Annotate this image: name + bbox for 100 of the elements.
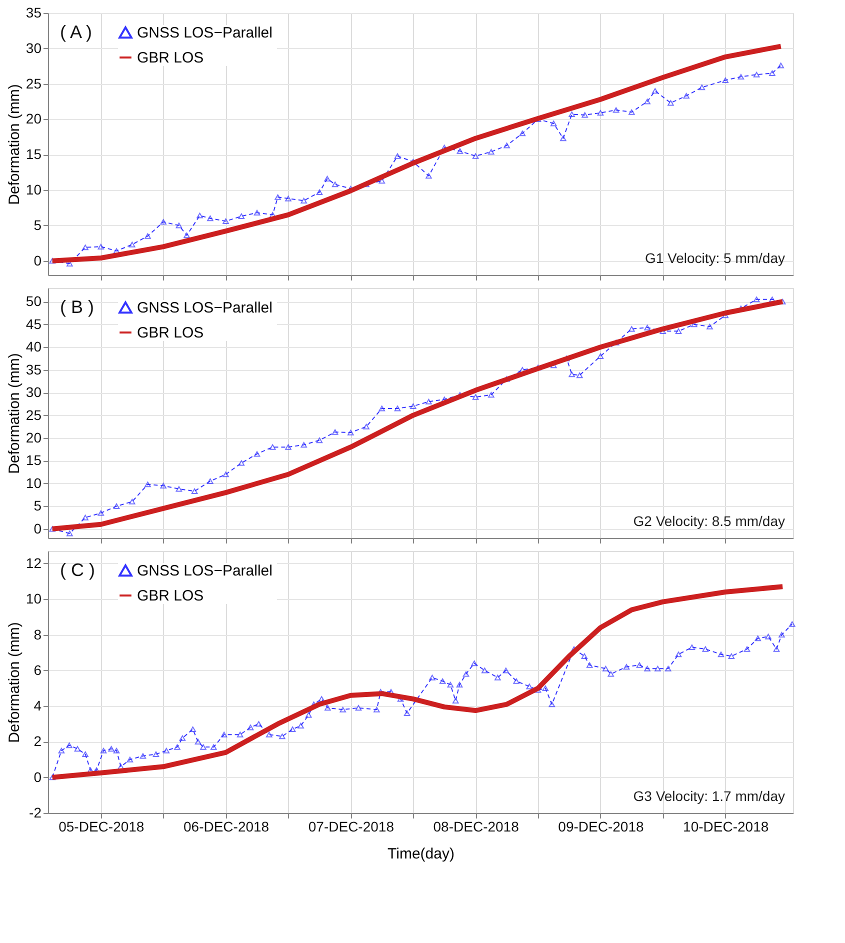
- y-axis-title: Deformation (mm): [6, 622, 23, 743]
- point: [426, 398, 432, 404]
- point: [49, 258, 56, 264]
- point: [316, 189, 323, 195]
- legend-label: GBR LOS: [137, 588, 204, 604]
- y-tick-label: 0: [34, 252, 42, 268]
- point: [472, 394, 479, 400]
- legend-label: GNSS LOS−Parallel: [137, 300, 272, 316]
- y-tick-label: 35: [26, 4, 42, 20]
- point: [363, 424, 370, 430]
- annotation: ( B ): [60, 297, 94, 317]
- x-tick-label: 07-DEC-2018: [308, 818, 394, 834]
- y-tick-label: -2: [29, 804, 42, 820]
- x-tick-label: 05-DEC-2018: [58, 818, 144, 834]
- point: [394, 153, 401, 159]
- x-tick-label: 08-DEC-2018: [433, 818, 520, 834]
- point: [519, 130, 526, 136]
- point: [176, 486, 182, 492]
- point: [82, 244, 88, 250]
- point: [176, 222, 182, 228]
- point: [191, 488, 198, 494]
- y-tick-label: 20: [26, 430, 42, 446]
- y-tick-label: 30: [26, 384, 42, 400]
- y-axis-title: Deformation (mm): [6, 84, 23, 205]
- point: [144, 482, 151, 488]
- point: [332, 182, 338, 188]
- point: [753, 72, 760, 78]
- y-tick-label: 0: [34, 768, 42, 785]
- point: [207, 216, 214, 222]
- point: [184, 232, 190, 238]
- y-tick-label: 4: [34, 698, 42, 714]
- annotation: ( A ): [60, 22, 92, 42]
- y-tick-label: 5: [34, 498, 42, 514]
- point: [560, 136, 566, 142]
- point: [652, 88, 658, 94]
- point: [98, 244, 104, 250]
- legend-label: GBR LOS: [137, 324, 204, 342]
- point: [628, 109, 635, 115]
- point: [675, 328, 682, 334]
- point: [426, 173, 432, 179]
- y-tick-label: 2: [34, 733, 42, 750]
- x-tick-label: 09-DEC-2018: [558, 818, 644, 834]
- point: [316, 437, 323, 444]
- point: [378, 406, 386, 412]
- legend-label: GNSS LOS−Parallel: [137, 562, 272, 580]
- y-tick-label: 25: [26, 75, 42, 92]
- point: [49, 526, 56, 532]
- y-tick-label: 50: [26, 293, 42, 310]
- point: [82, 514, 88, 520]
- point: [597, 353, 604, 359]
- point: [348, 430, 354, 436]
- point: [488, 149, 494, 155]
- point: [222, 218, 229, 224]
- point: [683, 93, 690, 99]
- point: [300, 198, 307, 204]
- point: [753, 296, 760, 302]
- point: [456, 148, 464, 154]
- point: [410, 403, 416, 409]
- point: [332, 429, 338, 435]
- point: [66, 530, 73, 536]
- point: [769, 296, 776, 302]
- point: [568, 372, 575, 378]
- y-tick-label: 10: [26, 474, 42, 491]
- y-tick-label: 40: [26, 338, 42, 355]
- point: [269, 444, 276, 450]
- point: [778, 62, 784, 68]
- y-tick-label: 0: [34, 520, 42, 536]
- point: [113, 248, 120, 254]
- point: [706, 324, 713, 330]
- point: [160, 219, 166, 225]
- point: [324, 176, 330, 182]
- y-tick-label: 25: [26, 406, 42, 423]
- point: [128, 498, 136, 504]
- annotation: G1 Velocity: 5 mm/day: [644, 250, 785, 266]
- point: [238, 460, 245, 466]
- y-tick-label: 10: [26, 590, 42, 607]
- point: [644, 98, 650, 104]
- y-tick-label: 15: [26, 452, 42, 468]
- point: [568, 111, 575, 118]
- point: [668, 100, 674, 106]
- point: [597, 110, 604, 116]
- point: [98, 510, 104, 516]
- point: [612, 107, 620, 113]
- point: [582, 112, 588, 118]
- y-tick-label: 8: [34, 626, 42, 642]
- point: [113, 503, 120, 509]
- point: [238, 213, 245, 220]
- y-tick-label: 5: [34, 216, 42, 233]
- point: [738, 74, 744, 80]
- point: [285, 444, 292, 450]
- point: [285, 196, 292, 202]
- y-axis-title: Deformation (mm): [6, 353, 23, 474]
- point: [254, 451, 260, 457]
- annotation: G3 Velocity: 1.7 mm/day: [633, 788, 785, 804]
- point: [394, 406, 401, 412]
- point: [378, 178, 386, 184]
- point: [160, 482, 166, 489]
- point: [628, 326, 635, 332]
- point: [144, 233, 151, 239]
- point: [472, 153, 479, 159]
